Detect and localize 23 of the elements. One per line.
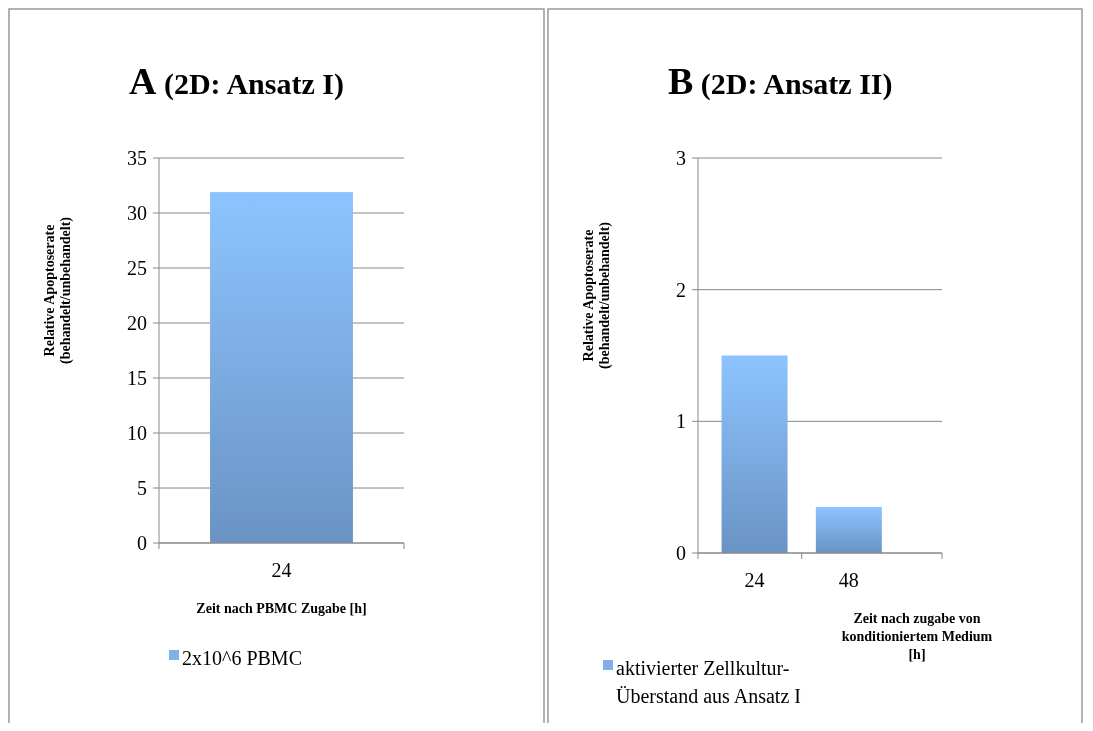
x-axis-title: Zeit nach zugabe von konditioniertem Medium [h] bbox=[841, 611, 993, 662]
x-axis-title: Zeit nach PBMC Zugabe [h] bbox=[196, 601, 367, 616]
y-tick-label: 3 bbox=[676, 147, 686, 169]
x-tick-label: 48 bbox=[838, 569, 859, 591]
y-tick-label: 30 bbox=[127, 202, 147, 224]
y-tick-label: 10 bbox=[127, 422, 147, 444]
y-axis-title: Relative Apoptoserate (behandelt/unbehandelt) bbox=[42, 216, 74, 365]
y-tick-label: 0 bbox=[676, 542, 686, 564]
chart-title: A (2D: Ansatz I) bbox=[129, 60, 344, 102]
y-axis-title: Relative Apoptoserate (behandelt/unbehandelt) bbox=[581, 221, 613, 370]
y-tick-label: 0 bbox=[137, 532, 147, 554]
y-tick-label: 25 bbox=[127, 257, 147, 279]
y-tick-label: 20 bbox=[127, 312, 147, 334]
y-tick-label: 5 bbox=[137, 477, 147, 499]
y-tick-label: 2 bbox=[676, 278, 686, 301]
chart-title: B (2D: Ansatz II) bbox=[668, 60, 893, 102]
y-tick-label: 35 bbox=[127, 147, 147, 169]
legend-label: aktivierter Zellkultur-Überstand aus Ansatz I bbox=[616, 657, 801, 707]
x-tick-label: 24 bbox=[744, 569, 765, 591]
y-tick-label: 1 bbox=[676, 410, 686, 433]
y-tick-label: 15 bbox=[127, 367, 147, 389]
legend-label: 2x10^6 PBMC bbox=[182, 647, 302, 669]
x-tick-label: 24 bbox=[271, 559, 292, 581]
